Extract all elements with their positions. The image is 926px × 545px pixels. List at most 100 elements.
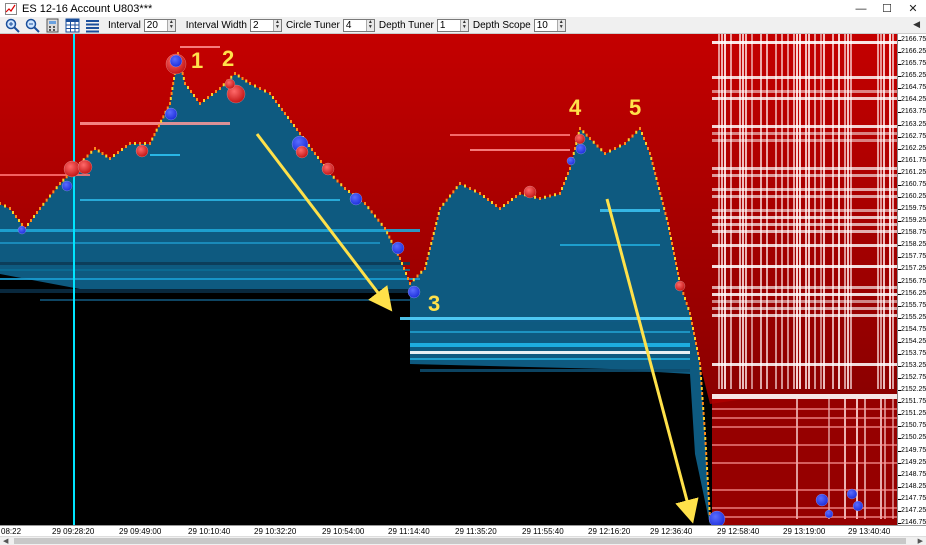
buy-trade-bubble — [575, 143, 587, 155]
price-label: 2148.25 — [901, 482, 926, 490]
annotation-5: 5 — [629, 95, 642, 120]
spin-down-icon[interactable]: ▼ — [461, 24, 467, 30]
price-label: 2153.25 — [901, 362, 926, 370]
price-tick-mark — [284, 112, 286, 115]
ask-stripe — [712, 408, 897, 410]
time-label: 29 12:58:40 — [717, 527, 760, 536]
buy-trade-bubble — [815, 493, 829, 507]
minimize-button[interactable]: — — [848, 0, 874, 17]
depth-bars-button[interactable] — [84, 18, 100, 33]
scroll-left-icon[interactable]: ◀ — [3, 538, 9, 545]
bid-liquidity-region — [0, 54, 710, 525]
depth-scope-label: Depth Scope — [472, 19, 531, 31]
grid-button[interactable] — [64, 18, 80, 33]
spin-up-icon[interactable]: ▲ — [461, 18, 467, 25]
price-tick-mark — [707, 487, 710, 490]
price-tick — [898, 76, 901, 78]
sell-trade-bubble — [321, 162, 335, 176]
depth-tuner-label: Depth Tuner — [378, 19, 434, 31]
interval-input[interactable] — [144, 19, 167, 31]
price-tick-mark — [287, 116, 289, 119]
buy-trade-bubble — [566, 156, 576, 166]
order-book-heatmap[interactable]: 1 2 3 4 5 — [0, 34, 926, 528]
zoom-out-button[interactable] — [24, 18, 40, 33]
price-tick — [898, 438, 901, 440]
spin-up-icon[interactable]: ▲ — [558, 18, 564, 25]
price-tick — [898, 245, 901, 247]
price-tick-mark — [705, 462, 708, 465]
circle-tuner-spinner[interactable]: ▲▼ — [342, 18, 375, 32]
bid-band — [410, 343, 690, 347]
bid-band — [0, 269, 410, 271]
spin-up-icon[interactable]: ▲ — [274, 18, 280, 25]
price-tick-mark — [86, 154, 89, 158]
price-tick — [898, 402, 901, 404]
ask-band — [80, 122, 230, 125]
price-tick-mark — [182, 77, 185, 80]
spin-up-icon[interactable]: ▲ — [168, 18, 174, 25]
price-tick-mark — [153, 133, 156, 137]
zoom-in-button[interactable] — [4, 18, 20, 33]
depth-tuner-spinner[interactable]: ▲▼ — [436, 18, 469, 32]
price-tick-mark — [396, 252, 399, 256]
ask-stripe — [712, 286, 897, 289]
price-tick-mark — [390, 239, 393, 243]
price-tick-mark — [574, 147, 576, 150]
price-tick-mark — [222, 83, 225, 87]
price-tick-mark — [596, 144, 599, 148]
price-tick-mark — [654, 172, 657, 175]
interval-spinner[interactable]: ▲▼ — [143, 18, 176, 32]
price-tick-mark — [432, 232, 435, 235]
buy-trade-bubble — [349, 192, 363, 206]
time-label: 29 12:36:40 — [650, 527, 693, 536]
circle-tuner-input[interactable] — [343, 19, 366, 31]
bid-band — [0, 229, 420, 232]
price-tick — [898, 88, 901, 90]
price-tick-mark — [317, 156, 319, 159]
price-tick-mark — [230, 75, 233, 79]
price-tick-mark — [604, 152, 606, 155]
time-label: 29 12:16:20 — [588, 527, 631, 536]
price-tick-mark — [677, 272, 679, 275]
maximize-button[interactable]: ☐ — [874, 0, 900, 17]
price-tick-mark — [139, 142, 141, 145]
price-tick-mark — [151, 137, 154, 141]
collapse-panel-icon[interactable]: ◀ — [913, 19, 920, 29]
bid-band — [560, 244, 660, 246]
depth-scope-spinner[interactable]: ▲▼ — [533, 18, 566, 32]
interval-width-input[interactable] — [250, 19, 273, 31]
sell-trade-bubble — [295, 145, 309, 159]
price-label: 2147.25 — [901, 506, 926, 514]
price-tick — [898, 100, 901, 102]
price-tick-mark — [336, 179, 339, 183]
price-label: 2159.75 — [901, 205, 926, 213]
interval-width-spinner[interactable]: ▲▼ — [249, 18, 282, 32]
close-button[interactable]: ✕ — [900, 0, 926, 17]
depth-tuner-input[interactable] — [437, 19, 460, 31]
depth-scope-input[interactable] — [534, 19, 557, 31]
price-tick-mark — [600, 148, 603, 152]
price-tick-mark — [320, 160, 322, 163]
time-label: 29 13:40:40 — [848, 527, 891, 536]
buy-trade-bubble — [61, 180, 73, 192]
spin-down-icon[interactable]: ▼ — [367, 24, 373, 30]
ask-stripe — [880, 399, 882, 519]
horizontal-scrollbar[interactable]: ◀ ▶ — [0, 536, 926, 545]
price-tick-mark — [705, 452, 708, 455]
scrollbar-thumb[interactable] — [14, 538, 906, 544]
heatmap-canvas[interactable] — [0, 34, 897, 528]
price-tick-mark — [515, 195, 517, 198]
spin-down-icon[interactable]: ▼ — [558, 24, 564, 30]
bid-band — [400, 317, 690, 320]
spin-down-icon[interactable]: ▼ — [274, 24, 280, 30]
calculator-button[interactable] — [44, 18, 60, 33]
toolbar: Interval ▲▼ Interval Width ▲▼ Circle Tun… — [0, 17, 926, 34]
spin-up-icon[interactable]: ▲ — [367, 18, 373, 25]
price-label: 2150.25 — [901, 434, 926, 442]
price-tick-mark — [109, 157, 111, 160]
spin-down-icon[interactable]: ▼ — [168, 24, 174, 30]
price-tick-mark — [459, 182, 461, 185]
price-tick-mark — [559, 192, 561, 195]
price-tick-mark — [177, 52, 179, 55]
scroll-right-icon[interactable]: ▶ — [917, 538, 923, 545]
